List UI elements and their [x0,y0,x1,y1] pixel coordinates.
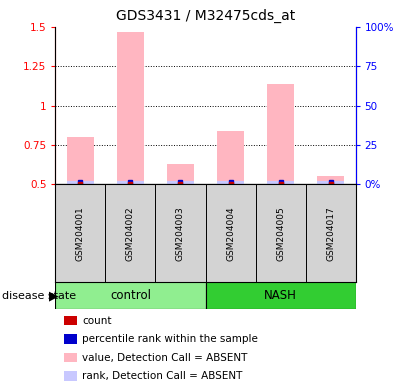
Text: GSM204004: GSM204004 [226,206,235,261]
Bar [267,84,294,184]
Bar [217,181,244,184]
Text: control: control [110,289,151,302]
Bar [317,181,344,184]
Bar [67,181,94,184]
Text: GSM204001: GSM204001 [76,206,85,261]
Bar [267,181,294,184]
Bar [317,177,344,184]
Text: count: count [82,316,112,326]
Bar [217,131,244,184]
Text: percentile rank within the sample: percentile rank within the sample [82,334,258,344]
Text: GSM204002: GSM204002 [126,206,135,261]
Bar [206,282,356,309]
Bar [55,282,206,309]
Text: GSM204017: GSM204017 [326,206,335,261]
Title: GDS3431 / M32475cds_at: GDS3431 / M32475cds_at [116,9,295,23]
Text: disease state: disease state [2,291,76,301]
Text: value, Detection Call = ABSENT: value, Detection Call = ABSENT [82,353,247,362]
Bar [167,164,194,184]
Bar [167,181,194,184]
Text: GSM204003: GSM204003 [176,206,185,261]
Text: ▶: ▶ [48,289,58,302]
Text: NASH: NASH [264,289,297,302]
Bar [117,181,144,184]
Text: rank, Detection Call = ABSENT: rank, Detection Call = ABSENT [82,371,242,381]
Bar [67,137,94,184]
Text: GSM204005: GSM204005 [276,206,285,261]
Bar [117,31,144,184]
